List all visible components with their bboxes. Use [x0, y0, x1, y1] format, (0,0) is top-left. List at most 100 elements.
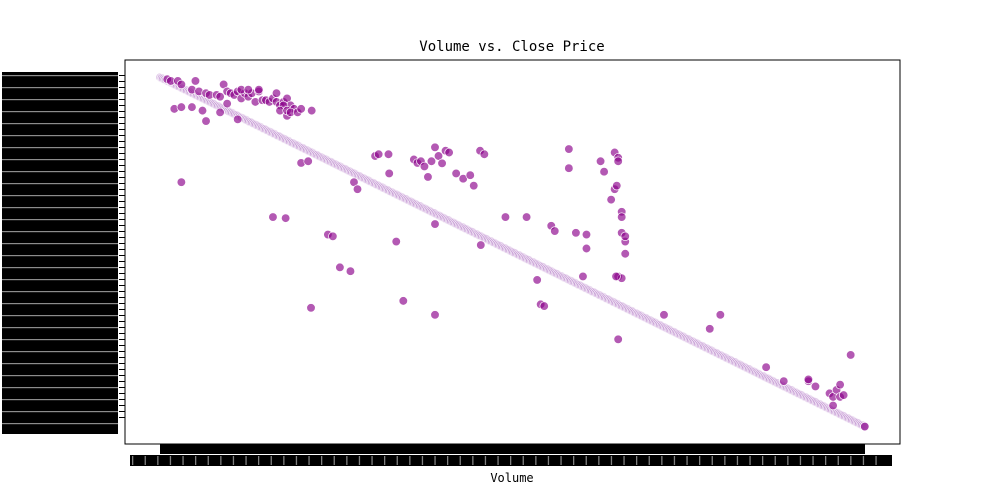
- y-tick-mark: [119, 171, 125, 172]
- y-tick-gap: [2, 255, 118, 257]
- data-point: [476, 240, 486, 250]
- plot-frame: [124, 59, 901, 445]
- y-tick-gap: [2, 243, 118, 245]
- y-tick-gap: [2, 411, 118, 413]
- chart-title: Volume vs. Close Price: [419, 39, 604, 55]
- y-tick-mark: [119, 147, 125, 148]
- data-point: [373, 149, 384, 159]
- y-tick-mark: [119, 279, 125, 280]
- x-tick-gap: [711, 456, 713, 465]
- trend-series: [155, 72, 870, 432]
- data-point: [280, 213, 291, 223]
- y-tick-gap: [2, 87, 118, 89]
- data-point: [328, 231, 338, 241]
- data-point: [268, 212, 278, 222]
- data-points: [162, 74, 870, 432]
- x-tick-gap: [434, 456, 436, 465]
- x-axis-label: Volume: [490, 471, 533, 485]
- data-point: [838, 390, 849, 400]
- x-tick-gap: [585, 456, 587, 465]
- y-tick-mark: [119, 225, 125, 226]
- y-tick-gap: [2, 387, 118, 389]
- y-tick-gap: [2, 159, 118, 161]
- x-tick-gap: [258, 456, 260, 465]
- x-tick-gap: [837, 456, 839, 465]
- data-point: [613, 334, 623, 344]
- y-tick-mark: [119, 213, 125, 214]
- data-point: [430, 219, 440, 229]
- x-tick-gap: [510, 456, 512, 465]
- x-tick-gap: [762, 456, 764, 465]
- y-tick-mark: [119, 297, 125, 298]
- y-tick-mark: [119, 195, 125, 196]
- y-tick-mark: [119, 177, 125, 178]
- data-point: [345, 266, 356, 276]
- data-point: [215, 107, 225, 118]
- y-tick-labels-overlap: [2, 72, 118, 434]
- y-tick-mark: [119, 105, 125, 106]
- data-point: [500, 212, 511, 222]
- y-tick-gap: [2, 195, 118, 197]
- x-tick-gap: [358, 456, 361, 465]
- data-point: [835, 380, 845, 390]
- data-point: [599, 167, 609, 177]
- x-tick-gap: [346, 456, 348, 465]
- data-point: [860, 421, 870, 432]
- data-point: [352, 184, 363, 194]
- data-point: [398, 296, 408, 306]
- y-tick-mark: [119, 135, 125, 136]
- data-point: [606, 194, 616, 205]
- y-tick-mark: [119, 81, 125, 82]
- data-point: [620, 249, 630, 259]
- y-tick-mark: [119, 255, 125, 256]
- data-point: [303, 156, 313, 166]
- x-tick-gap: [333, 456, 335, 465]
- x-tick-gap: [862, 456, 865, 465]
- data-point: [810, 381, 821, 392]
- x-tick-gap: [497, 456, 499, 465]
- x-tick-label-band: [130, 444, 892, 466]
- data-point: [479, 149, 489, 159]
- y-tick-gap: [2, 363, 118, 365]
- y-tick-mark: [119, 405, 125, 406]
- x-tick-gap: [799, 456, 802, 465]
- y-tick-mark: [119, 189, 125, 190]
- y-tick-gap: [2, 75, 118, 77]
- x-tick-gap: [447, 456, 449, 465]
- x-tick-gap: [157, 456, 159, 465]
- y-tick-mark: [119, 207, 125, 208]
- y-tick-mark: [119, 231, 125, 232]
- x-tick-gap: [409, 456, 411, 465]
- y-tick-mark: [119, 261, 125, 262]
- x-tick-gap: [195, 456, 197, 465]
- y-tick-gap: [2, 303, 118, 305]
- data-point: [215, 91, 225, 102]
- y-tick-mark: [119, 267, 125, 268]
- y-tick-mark: [119, 273, 125, 274]
- y-tick-mark: [119, 357, 125, 358]
- y-tick-mark: [119, 87, 125, 88]
- data-point: [306, 303, 316, 313]
- x-tick-gap: [371, 456, 373, 465]
- x-tick-gap: [232, 456, 235, 465]
- y-tick-mark: [119, 153, 125, 154]
- x-tick-gap: [472, 456, 474, 465]
- data-point: [571, 228, 581, 238]
- data-point: [532, 275, 542, 285]
- y-tick-label-band: [2, 72, 125, 434]
- y-tick-mark: [119, 327, 125, 328]
- y-tick-mark: [119, 183, 125, 184]
- y-tick-mark: [119, 111, 125, 112]
- x-tick-gap: [384, 456, 386, 465]
- data-point: [828, 400, 838, 411]
- data-point: [581, 229, 592, 240]
- x-tick-gap: [774, 456, 776, 465]
- x-tick-gap: [825, 456, 827, 465]
- y-tick-mark: [119, 411, 125, 412]
- x-tick-gap: [321, 456, 323, 465]
- y-tick-mark: [119, 237, 125, 238]
- data-point: [595, 156, 606, 166]
- y-tick-mark: [119, 159, 125, 160]
- data-point: [176, 177, 187, 187]
- y-tick-mark: [119, 315, 125, 316]
